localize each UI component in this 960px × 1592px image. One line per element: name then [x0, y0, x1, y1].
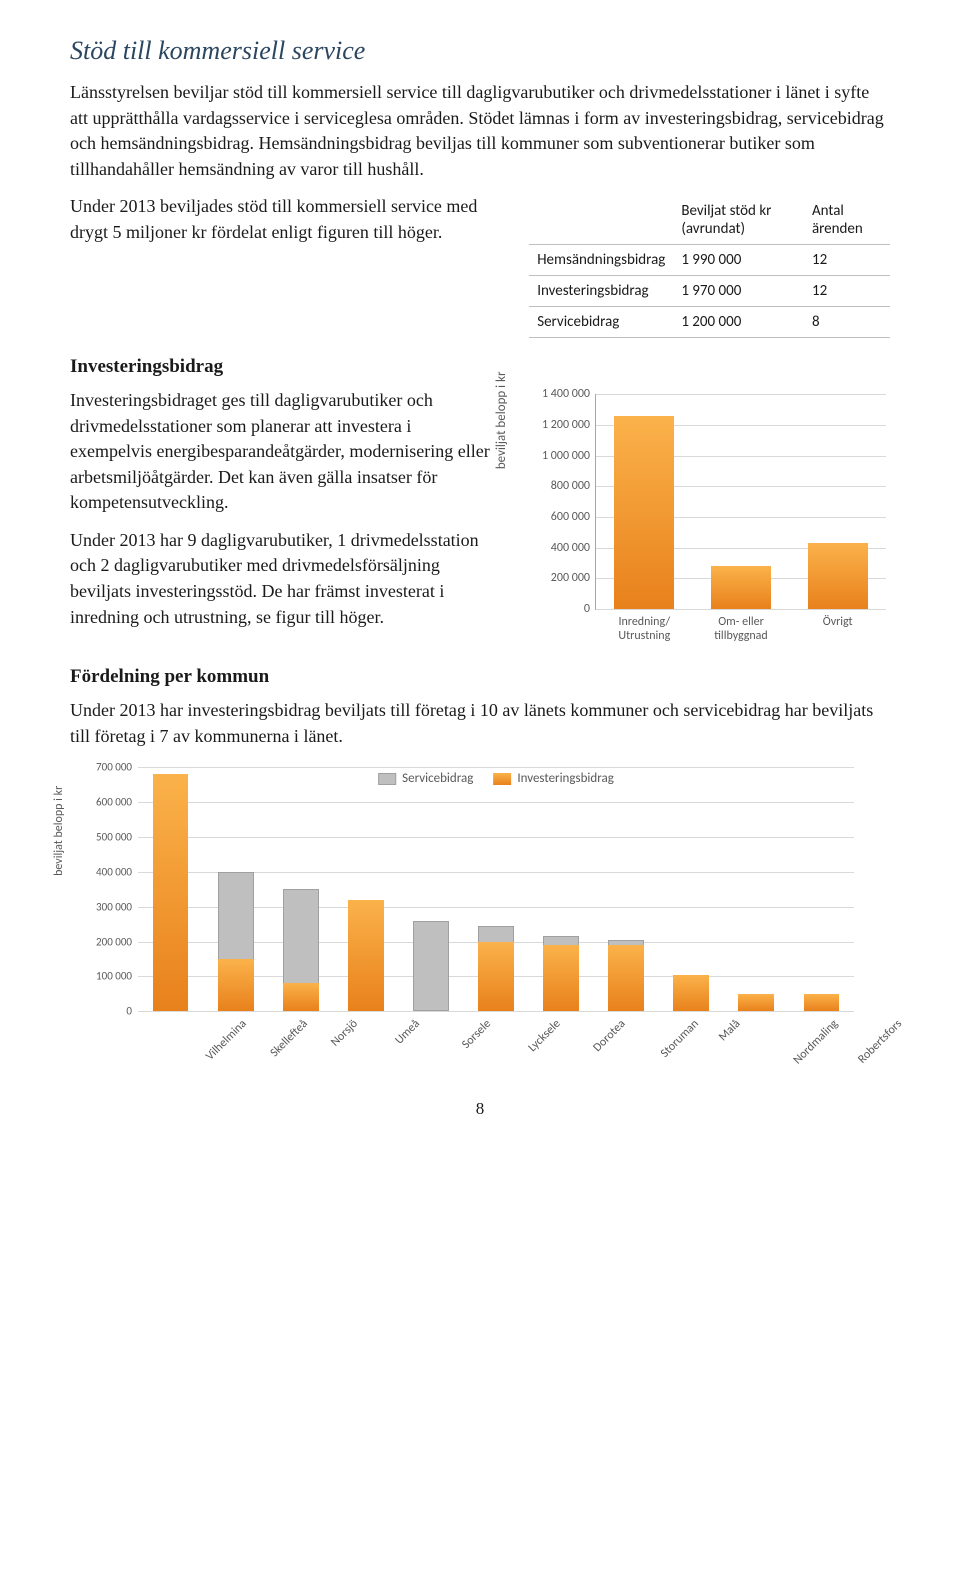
chart2-yticklabel: 700 000 — [96, 761, 132, 774]
legend-swatch-orange — [493, 773, 511, 785]
table-cell-amount: 1 990 000 — [673, 245, 804, 276]
chart2-xticklabel: Dorotea — [591, 1017, 629, 1055]
page-title: Stöd till kommersiell service — [70, 36, 890, 66]
chart1-yticklabel: 1 200 000 — [542, 418, 590, 432]
chart2-barpair — [673, 975, 709, 1012]
chart1-xticklabel: Inredning/ Utrustning — [599, 615, 689, 643]
chart2-barpair — [804, 994, 840, 1011]
chart1-xticklabel: Om- eller tillbyggnad — [696, 615, 786, 643]
legend-label-sb: Servicebidrag — [402, 771, 473, 786]
chart2-yticklabel: 200 000 — [96, 935, 132, 948]
chart2-gridline — [138, 767, 854, 768]
chart1-yaxis-label: beviljat belopp i kr — [494, 372, 509, 470]
chart2-xticklabel: Robertsfors — [856, 1017, 906, 1067]
table-cell-count: 12 — [804, 245, 890, 276]
chart2-xticklabel: Sorsele — [459, 1017, 494, 1052]
chart2-xticklabel: Vilhelmina — [204, 1017, 250, 1063]
table-header-count: Antal ärenden — [804, 196, 890, 245]
chart-by-kommun: beviljat belopp i kr Servicebidrag Inves… — [70, 761, 860, 1081]
chart1-yticklabel: 200 000 — [551, 571, 590, 585]
grants-table: Beviljat stöd kr (avrundat) Antal ärende… — [529, 196, 890, 338]
chart2-barpair — [413, 921, 449, 1012]
table-cell-label: Investeringsbidrag — [529, 276, 673, 307]
chart2-barpair — [218, 872, 254, 1011]
chart1-bar — [808, 543, 868, 609]
chart2-gridline — [138, 802, 854, 803]
table-row: Servicebidrag 1 200 000 8 — [529, 307, 890, 338]
chart2-yticklabel: 600 000 — [96, 796, 132, 809]
chart2-bar-investeringsbidrag — [543, 945, 579, 1011]
chart2-yticklabel: 400 000 — [96, 865, 132, 878]
table-cell-label: Hemsändningsbidrag — [529, 245, 673, 276]
table-row: Hemsändningsbidrag 1 990 000 12 — [529, 245, 890, 276]
chart2-bar-investeringsbidrag — [153, 774, 189, 1011]
chart2-gridline — [138, 837, 854, 838]
chart1-gridline — [596, 394, 886, 395]
table-cell-label: Servicebidrag — [529, 307, 673, 338]
chart2-xticklabel: Storuman — [658, 1017, 702, 1061]
chart2-barpair — [348, 900, 384, 1012]
chart2-bar-servicebidrag — [413, 921, 449, 1012]
chart2-yticklabel: 100 000 — [96, 970, 132, 983]
legend-item-sb: Servicebidrag — [378, 771, 473, 786]
chart2-barpair — [543, 936, 579, 1011]
chart2-bar-investeringsbidrag — [738, 994, 774, 1011]
chart2-bar-investeringsbidrag — [348, 900, 384, 1012]
page-number: 8 — [70, 1099, 890, 1119]
chart2-xticklabel: Norsjö — [328, 1017, 360, 1049]
table-cell-amount: 1 200 000 — [673, 307, 804, 338]
chart2-bar-investeringsbidrag — [283, 983, 319, 1011]
summary-paragraph: Under 2013 beviljades stöd till kommersi… — [70, 194, 511, 245]
chart2-xticklabel: Umeå — [392, 1017, 422, 1047]
chart1-yticklabel: 0 — [584, 602, 590, 616]
chart2-bar-investeringsbidrag — [804, 994, 840, 1011]
fordelning-paragraph: Under 2013 har investeringsbidrag bevilj… — [70, 698, 890, 749]
legend-label-ib: Investeringsbidrag — [517, 771, 614, 786]
chart1-yticklabel: 1 000 000 — [542, 449, 590, 463]
chart2-gridline — [138, 1011, 854, 1012]
table-header-empty — [529, 196, 673, 245]
chart2-xticklabel: Nordmaling — [791, 1017, 841, 1067]
chart2-barpair — [153, 774, 189, 1011]
chart1-yticklabel: 400 000 — [551, 541, 590, 555]
chart2-bar-investeringsbidrag — [218, 959, 254, 1011]
chart2-yticklabel: 500 000 — [96, 830, 132, 843]
chart2-bar-investeringsbidrag — [608, 945, 644, 1011]
chart2-bar-investeringsbidrag — [673, 975, 709, 1012]
chart2-barpair — [608, 940, 644, 1011]
table-cell-count: 12 — [804, 276, 890, 307]
chart2-legend: Servicebidrag Investeringsbidrag — [378, 771, 614, 786]
chart2-barpair — [478, 926, 514, 1011]
chart1-yticklabel: 800 000 — [551, 479, 590, 493]
chart2-barpair — [738, 994, 774, 1011]
chart2-xticklabel: Skellefteå — [267, 1017, 310, 1060]
chart1-yticklabel: 1 400 000 — [542, 387, 590, 401]
table-cell-count: 8 — [804, 307, 890, 338]
chart1-yticklabel: 600 000 — [551, 510, 590, 524]
chart1-bar — [614, 416, 674, 610]
chart-invest-by-category: beviljat belopp i kr 0200 000400 000600 … — [515, 388, 890, 648]
chart2-xticklabel: Lycksele — [526, 1017, 564, 1055]
chart2-bar-investeringsbidrag — [478, 942, 514, 1012]
invest-desc-1: Investeringsbidraget ges till dagligvaru… — [70, 388, 497, 516]
table-header-amount: Beviljat stöd kr (avrundat) — [673, 196, 804, 245]
chart2-barpair — [283, 889, 319, 1011]
chart1-gridline — [596, 609, 886, 610]
heading-fordelning: Fördelning per kommun — [70, 666, 890, 688]
chart2-xticklabel: Malå — [716, 1017, 743, 1044]
table-row: Investeringsbidrag 1 970 000 12 — [529, 276, 890, 307]
chart1-xticklabel: Övrigt — [793, 615, 883, 629]
heading-investeringsbidrag: Investeringsbidrag — [70, 356, 890, 378]
chart2-yticklabel: 300 000 — [96, 900, 132, 913]
table-cell-amount: 1 970 000 — [673, 276, 804, 307]
legend-item-ib: Investeringsbidrag — [493, 771, 614, 786]
chart2-yticklabel: 0 — [126, 1005, 132, 1018]
chart1-bar — [711, 566, 771, 609]
chart2-yaxis-label: beviljat belopp i kr — [52, 786, 66, 876]
intro-paragraph: Länsstyrelsen beviljar stöd till kommers… — [70, 80, 890, 182]
legend-swatch-grey — [378, 773, 396, 785]
invest-desc-2: Under 2013 har 9 dagligvarubutiker, 1 dr… — [70, 528, 497, 630]
